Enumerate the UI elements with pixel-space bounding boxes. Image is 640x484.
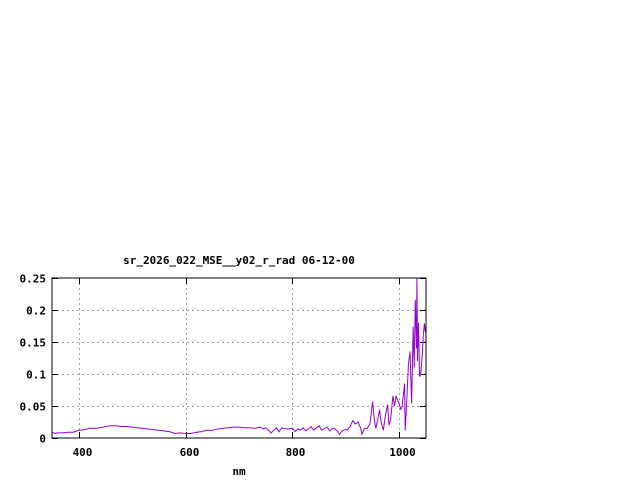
y-tick-label: 0.1 — [26, 369, 46, 382]
x-tick-label: 800 — [286, 446, 306, 459]
plot-frame — [51, 277, 427, 439]
x-tick-label: 400 — [73, 446, 93, 459]
x-tick-label: 600 — [180, 446, 200, 459]
axis-ticks: 0 0.05 0.1 0.15 0.2 0.25 400 600 800 1000 — [20, 273, 426, 459]
y-tick-label: 0 — [39, 433, 46, 446]
x-axis-label: nm — [232, 465, 246, 478]
y-tick-label: 0.2 — [26, 305, 46, 318]
grid — [52, 278, 426, 438]
y-tick-label: 0.15 — [20, 337, 47, 350]
y-tick-label: 0.25 — [20, 273, 47, 286]
x-tick-label: 1000 — [389, 446, 416, 459]
y-tick-label: 0.05 — [20, 401, 47, 414]
series-line — [51, 277, 426, 436]
chart-title: sr_2026_022_MSE__y02_r_rad 06-12-00 — [123, 254, 355, 267]
